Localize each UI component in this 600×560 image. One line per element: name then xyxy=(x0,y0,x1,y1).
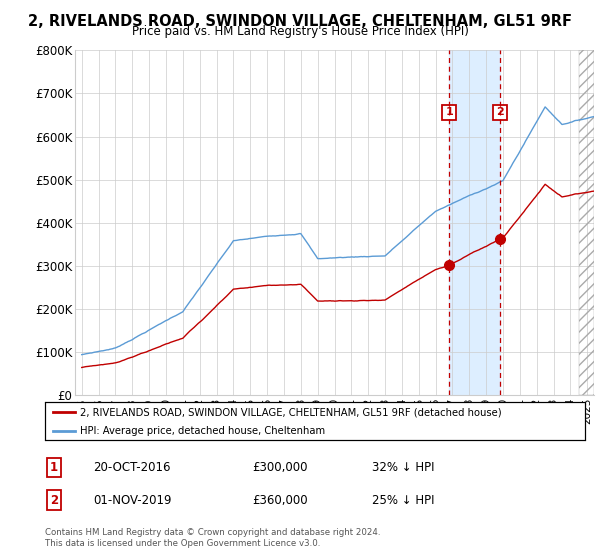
Text: 2, RIVELANDS ROAD, SWINDON VILLAGE, CHELTENHAM, GL51 9RF: 2, RIVELANDS ROAD, SWINDON VILLAGE, CHEL… xyxy=(28,14,572,29)
Text: 20-OCT-2016: 20-OCT-2016 xyxy=(93,461,170,474)
Text: 2, RIVELANDS ROAD, SWINDON VILLAGE, CHELTENHAM, GL51 9RF (detached house): 2, RIVELANDS ROAD, SWINDON VILLAGE, CHEL… xyxy=(80,407,502,417)
Text: 2: 2 xyxy=(50,493,58,507)
Text: HPI: Average price, detached house, Cheltenham: HPI: Average price, detached house, Chel… xyxy=(80,426,325,436)
Bar xyxy=(449,50,500,395)
Text: £300,000: £300,000 xyxy=(252,461,308,474)
Bar xyxy=(579,50,594,395)
Text: 1: 1 xyxy=(445,108,453,118)
Text: 25% ↓ HPI: 25% ↓ HPI xyxy=(372,493,434,507)
Text: Contains HM Land Registry data © Crown copyright and database right 2024.
This d: Contains HM Land Registry data © Crown c… xyxy=(45,528,380,548)
Text: £360,000: £360,000 xyxy=(252,493,308,507)
Text: 2: 2 xyxy=(496,108,504,118)
Text: Price paid vs. HM Land Registry's House Price Index (HPI): Price paid vs. HM Land Registry's House … xyxy=(131,25,469,38)
Text: 01-NOV-2019: 01-NOV-2019 xyxy=(93,493,172,507)
Bar xyxy=(579,50,594,395)
Text: 1: 1 xyxy=(50,461,58,474)
Text: 32% ↓ HPI: 32% ↓ HPI xyxy=(372,461,434,474)
